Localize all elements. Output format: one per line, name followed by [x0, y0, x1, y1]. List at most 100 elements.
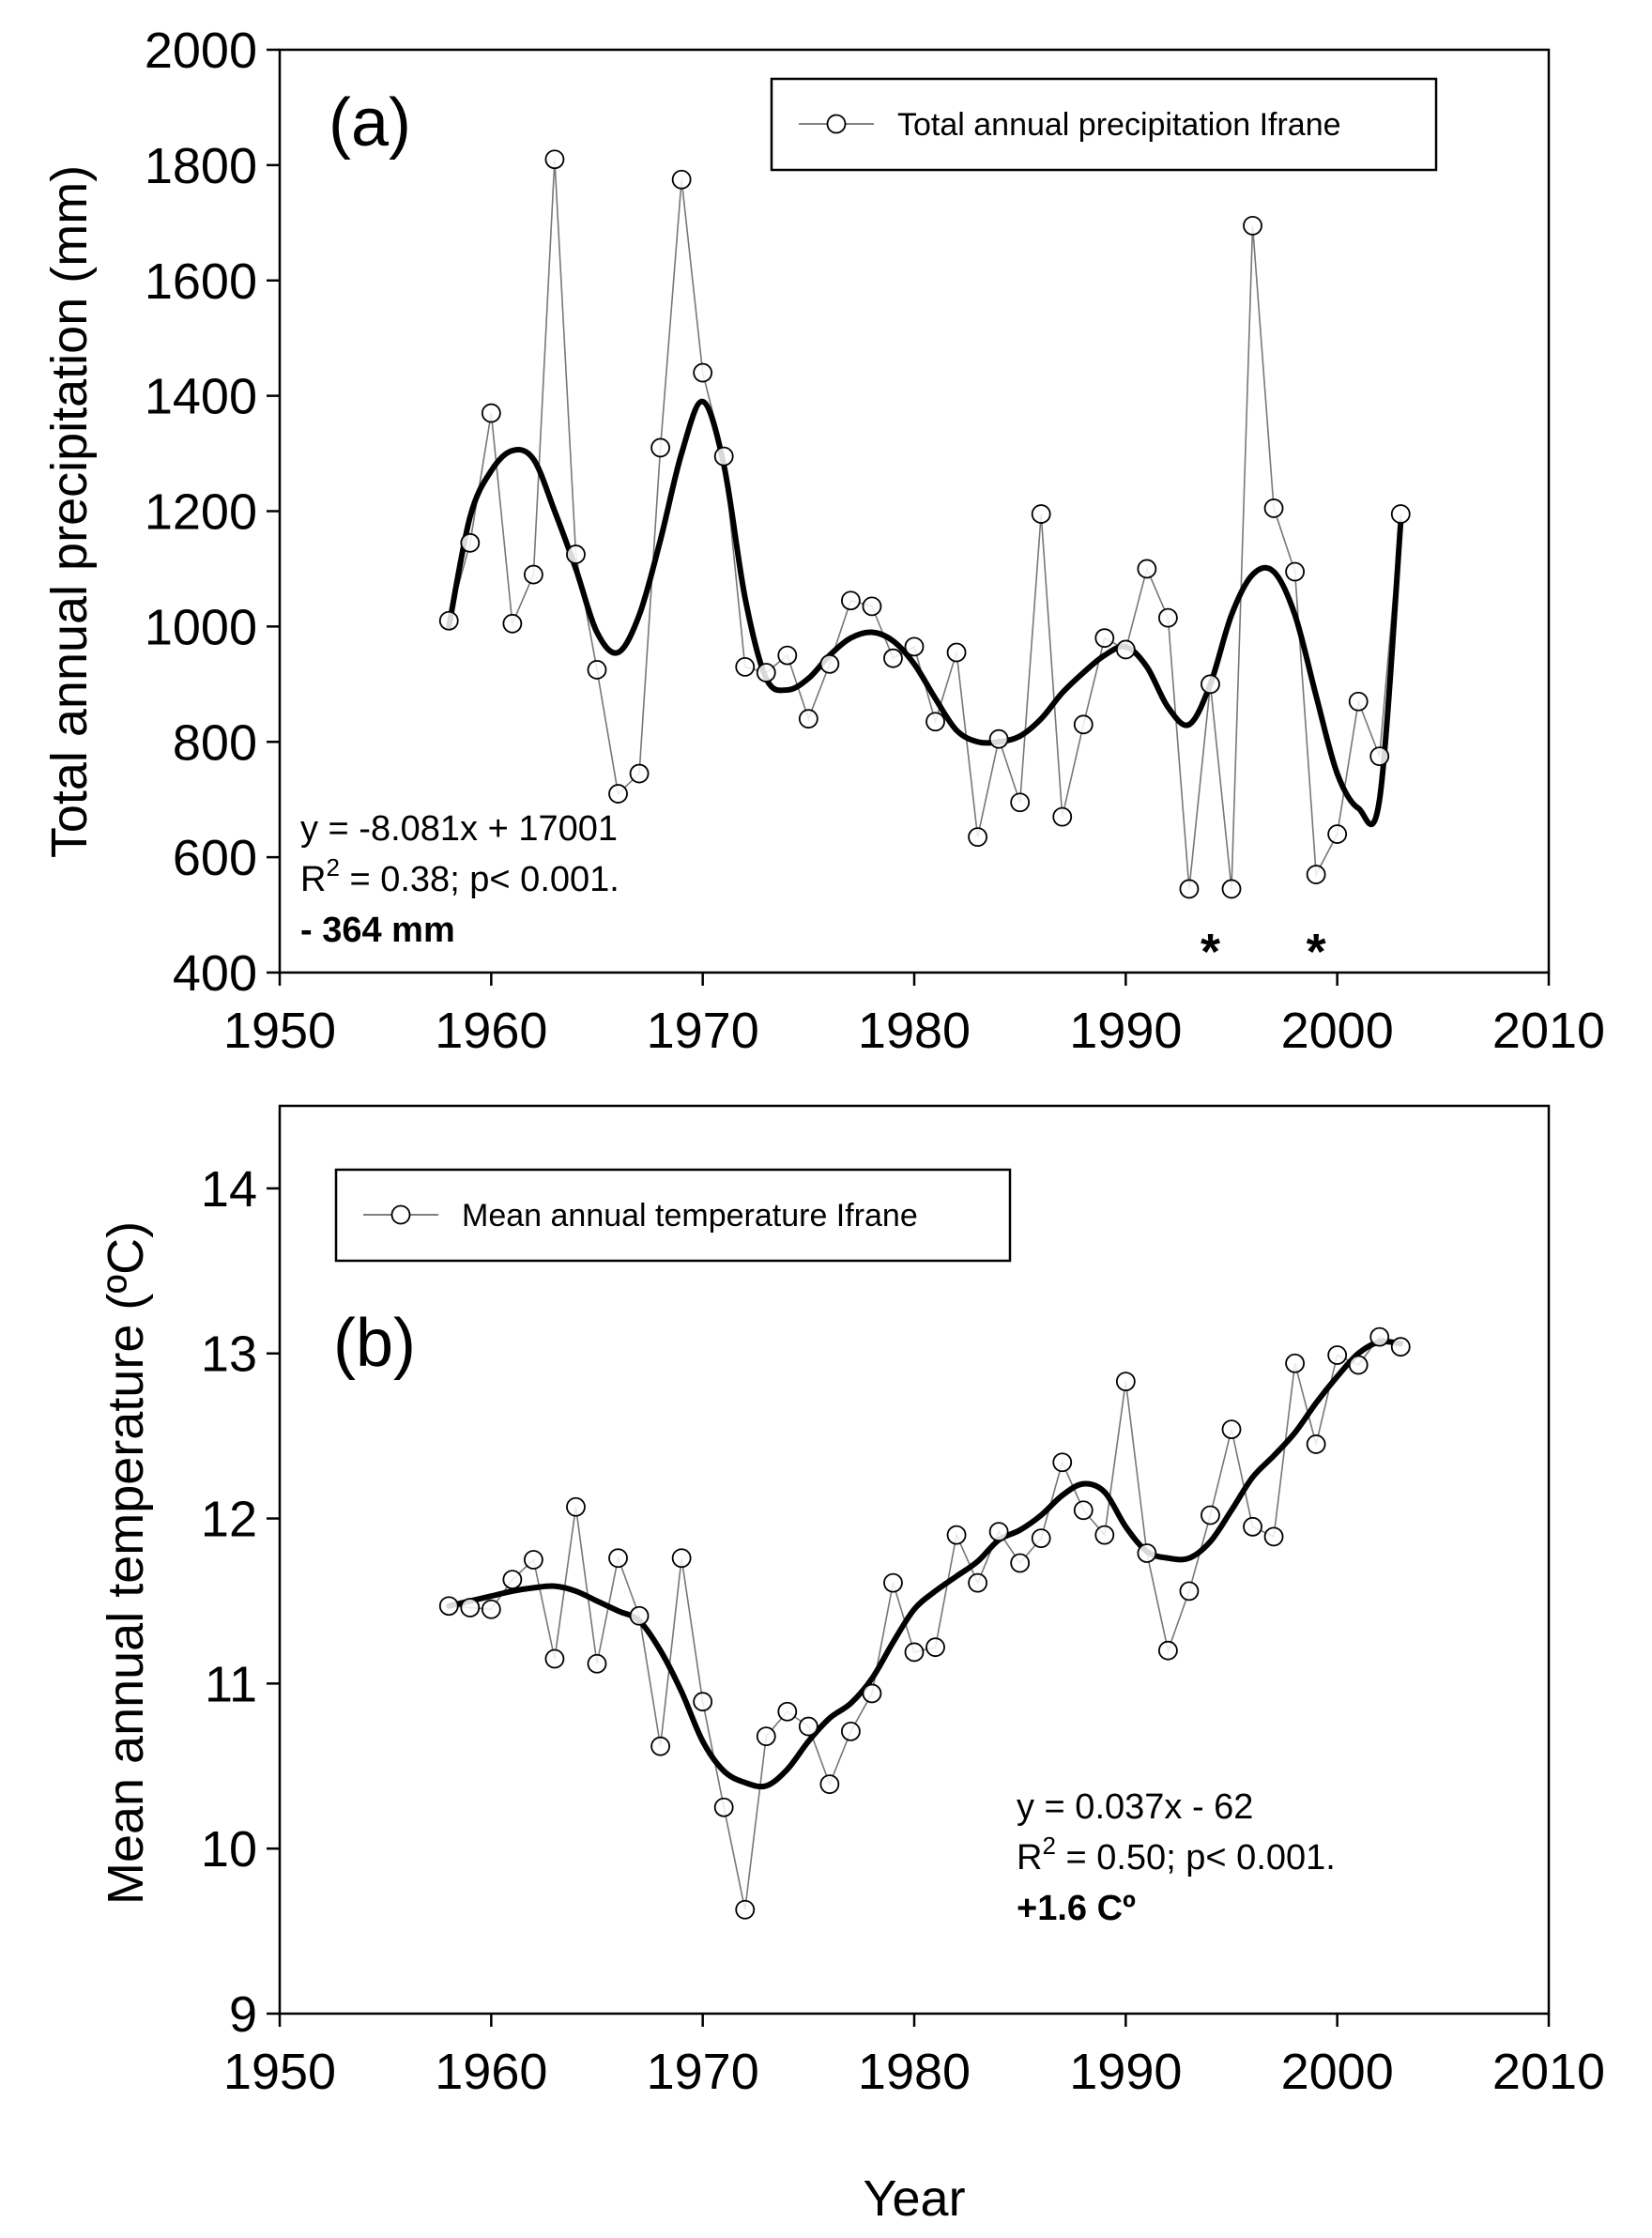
data-point [1327, 1345, 1348, 1365]
x-tick-label: 1970 [647, 2044, 759, 2100]
panel-b-y-axis: 9 10 11 12 13 14 [201, 1161, 280, 2043]
data-point [693, 362, 713, 383]
data-point [925, 712, 945, 732]
panel-b-data [438, 1326, 1411, 1920]
data-point [1306, 1434, 1326, 1454]
data-point [798, 709, 818, 729]
data-point [1263, 1526, 1284, 1547]
panel-a-label: (a) [329, 85, 411, 161]
data-point [1094, 1525, 1115, 1545]
data-point [1263, 498, 1284, 518]
panel-b-regression-annotation: y = 0.037x - 62 R2 = 0.50; p< 0.001. +1.… [1017, 1787, 1336, 1928]
y-tick-label: 11 [205, 1656, 257, 1712]
data-point [862, 596, 882, 617]
data-point [629, 1605, 650, 1626]
series-line-observed [448, 159, 1402, 889]
data-point [1031, 1528, 1051, 1549]
data-point [1221, 879, 1242, 899]
series-line-trend [446, 398, 1404, 828]
data-point [1201, 1505, 1220, 1525]
panel-a-change: - 364 mm [300, 911, 455, 950]
panel-a-r2-superscript: 2 [326, 853, 339, 881]
data-point [1369, 1326, 1390, 1347]
x-tick-label: 1990 [1069, 1003, 1182, 1059]
y-tick-label: 600 [173, 830, 257, 886]
series-line-trend [446, 1338, 1404, 1790]
y-tick-label: 13 [201, 1326, 257, 1383]
data-point [756, 1726, 776, 1747]
data-point [1390, 504, 1411, 524]
data-point [1327, 824, 1348, 844]
data-point [1158, 1640, 1178, 1661]
x-tick-label: 1960 [435, 1003, 547, 1059]
panel-b-x-axis: 1950 1960 1970 1980 1990 2000 2010 [223, 2014, 1605, 2100]
data-point [819, 1774, 840, 1795]
x-tick-label: 1950 [223, 1003, 336, 1059]
data-point [841, 1721, 861, 1741]
data-point [883, 1572, 903, 1593]
x-tick-label: 2010 [1492, 2044, 1605, 2100]
data-point [1158, 607, 1178, 628]
x-tick-label: 1980 [858, 1003, 971, 1059]
panel-a-equation: y = -8.081x + 17001 [300, 809, 618, 849]
data-point [1390, 1337, 1411, 1357]
y-tick-label: 2000 [145, 23, 257, 79]
data-point [587, 660, 607, 680]
data-point [524, 1550, 543, 1570]
data-point [1348, 691, 1369, 712]
data-point [1179, 879, 1200, 899]
data-point [460, 532, 481, 553]
data-point [1348, 1355, 1369, 1375]
data-point [968, 827, 987, 848]
y-tick-label: 9 [229, 1986, 257, 2043]
panel-a-legend-box [770, 77, 1438, 172]
x-tick-label: 1990 [1069, 2044, 1182, 2100]
x-tick-label: 1950 [223, 2044, 336, 2100]
data-point [1369, 746, 1390, 767]
x-tick-label: 2000 [1281, 2044, 1394, 2100]
panel-b-r2-rest: = 0.50; p< 0.001. [1056, 1838, 1336, 1878]
data-point [988, 728, 1009, 749]
data-point [693, 1692, 713, 1712]
panel-a-data [438, 149, 1411, 899]
panel-a-r2-prefix: R [300, 860, 326, 899]
panel-b-legend-label: Mean annual temperature Ifrane [462, 1198, 918, 1234]
panel-a-significance-markers: * * [1201, 924, 1326, 980]
data-point [438, 610, 459, 631]
data-point [735, 1899, 756, 1920]
data-point [481, 1599, 501, 1619]
x-tick-label: 1960 [435, 2044, 547, 2100]
data-point [566, 1496, 586, 1517]
data-point [988, 1522, 1009, 1542]
data-point [502, 613, 523, 634]
panel-a-regression-annotation: y = -8.081x + 17001 R2 = 0.38; p< 0.001.… [300, 809, 620, 950]
panel-a-y-axis: 400 600 800 1000 1200 1400 1600 1800 2000 [145, 23, 280, 1002]
data-point [968, 1572, 987, 1593]
x-tick-label: 2000 [1281, 1003, 1394, 1059]
data-point [862, 1683, 882, 1704]
data-point [735, 656, 756, 677]
panel-b-legend: Mean annual temperature Ifrane [334, 1168, 1012, 1263]
data-point [587, 1653, 607, 1674]
data-point [1115, 639, 1136, 660]
panel-b-r2: R2 = 0.50; p< 0.001. [1017, 1832, 1336, 1878]
data-point [777, 645, 798, 666]
data-point [1285, 1353, 1305, 1373]
y-tick-label: 1800 [145, 138, 257, 194]
data-point [481, 403, 501, 423]
data-point [671, 1548, 692, 1569]
y-tick-label: 1200 [145, 484, 257, 541]
data-point [883, 648, 903, 668]
x-tick-label: 2010 [1492, 1003, 1605, 1059]
panel-b-equation: y = 0.037x - 62 [1017, 1787, 1253, 1827]
panel-a-r2: R2 = 0.38; p< 0.001. [300, 853, 620, 899]
data-point [904, 636, 925, 657]
data-point [1073, 714, 1094, 735]
y-tick-label: 12 [201, 1492, 257, 1548]
data-point [1243, 1516, 1262, 1537]
panel-b-y-axis-title: Mean annual temperature (ºC) [98, 1221, 154, 1905]
data-point [502, 1570, 523, 1589]
data-point [1285, 561, 1305, 582]
data-point [841, 590, 861, 611]
